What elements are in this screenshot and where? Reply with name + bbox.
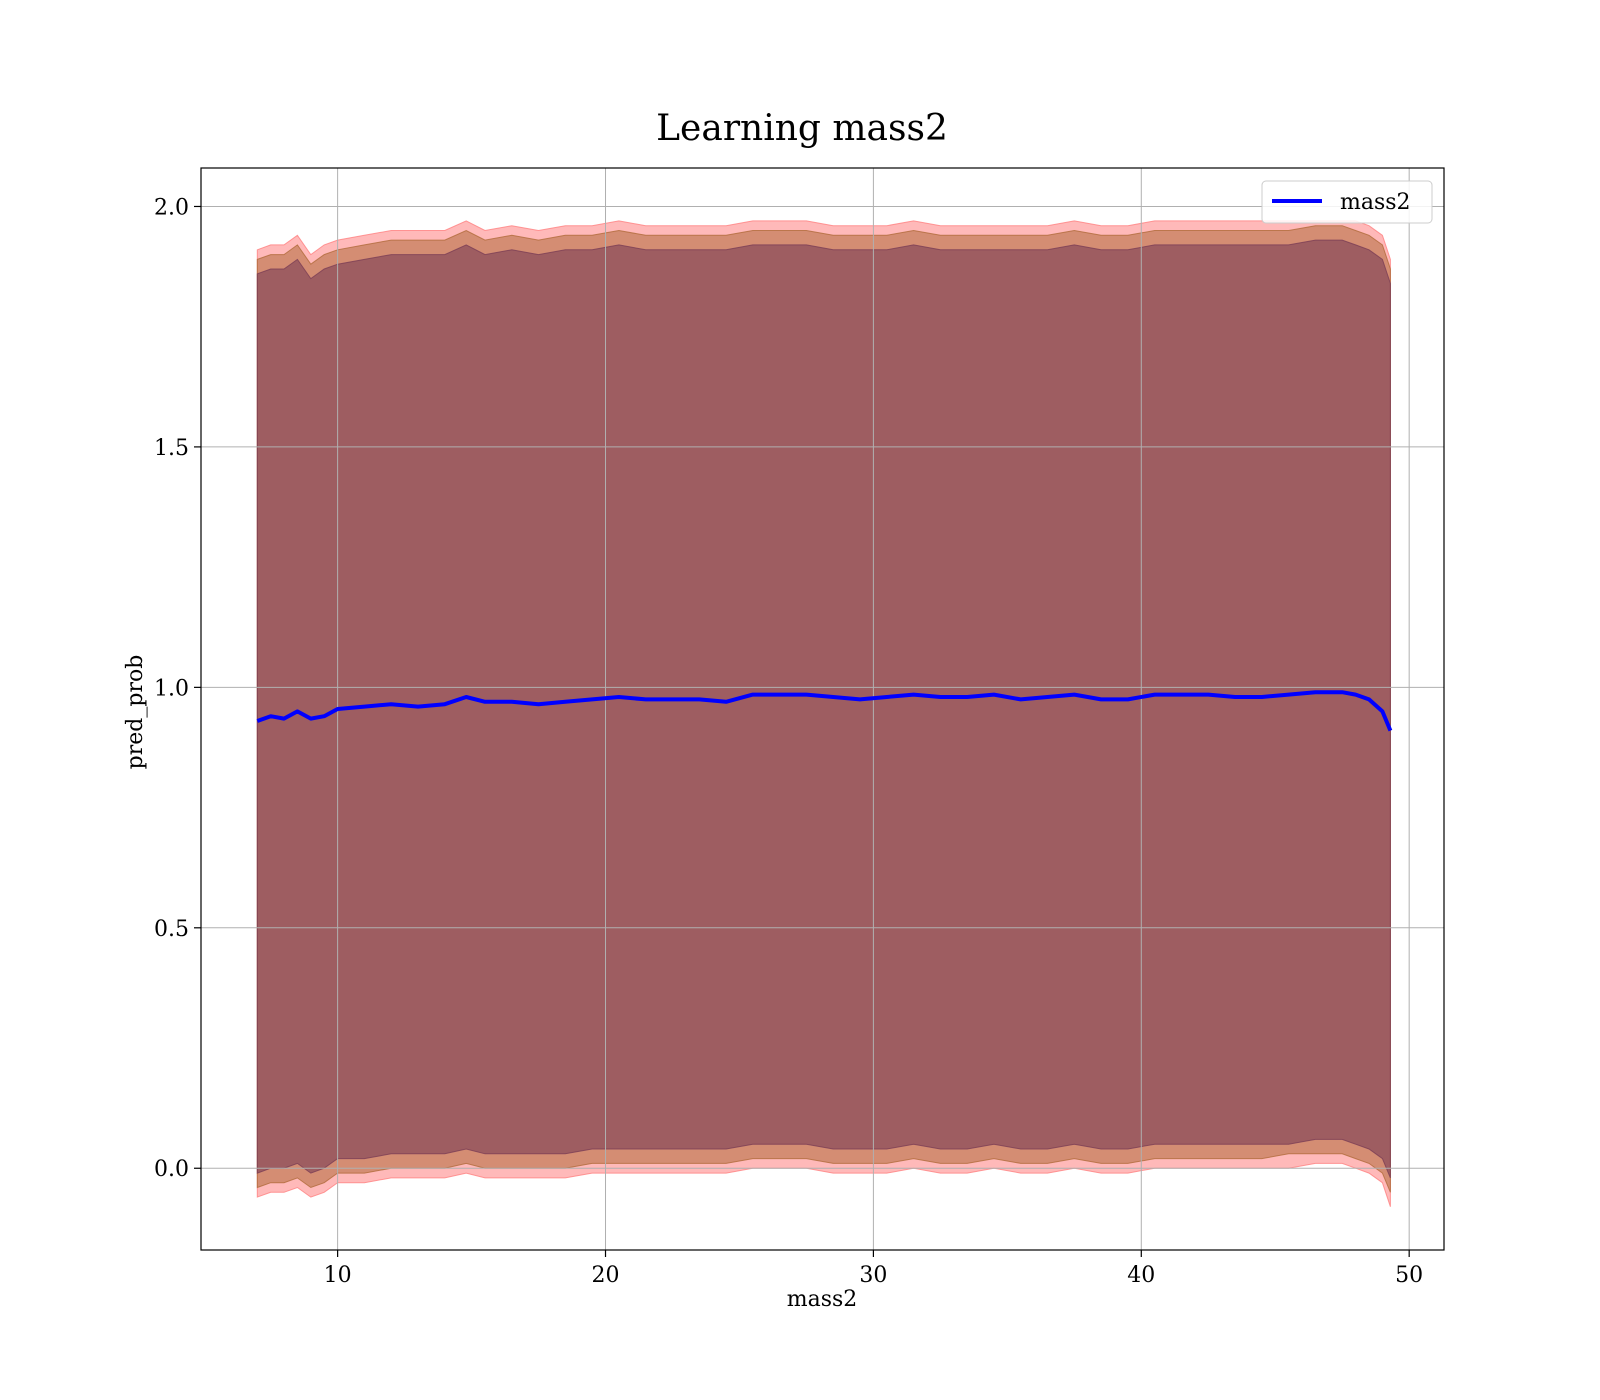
x-tick-label: 10 [324, 1263, 352, 1288]
band-3 [256, 239, 1391, 1179]
x-tick-label: 50 [1395, 1263, 1423, 1288]
x-axis-ticks: 10 20 30 40 50 [324, 1250, 1423, 1288]
series-line-mass2 [256, 690, 1393, 732]
legend-label-mass2: mass2 [1340, 190, 1411, 215]
series-lines [256, 690, 1393, 732]
confidence-bands [256, 220, 1391, 1207]
y-axis-label: pred_prob [123, 655, 148, 770]
legend: mass2 [1261, 180, 1433, 224]
y-tick-label: 0.5 [154, 917, 189, 942]
y-tick-label: 0.0 [154, 1157, 189, 1182]
y-tick-label: 1.0 [154, 676, 189, 701]
plot-border [200, 167, 1445, 1251]
y-tick-label: 1.5 [154, 436, 189, 461]
x-tick-label: 20 [592, 1263, 620, 1288]
x-tick-label: 40 [1127, 1263, 1155, 1288]
chart-title: Learning mass2 [656, 108, 948, 149]
y-axis-ticks: 0.0 0.5 1.0 1.5 2.0 [154, 195, 201, 1182]
x-tick-label: 30 [859, 1263, 887, 1288]
legend-box [1261, 180, 1433, 224]
x-axis-label: mass2 [787, 1287, 858, 1312]
grid-lines [201, 168, 1444, 1250]
y-tick-label: 2.0 [154, 195, 189, 220]
plot-frame [200, 167, 1445, 1251]
